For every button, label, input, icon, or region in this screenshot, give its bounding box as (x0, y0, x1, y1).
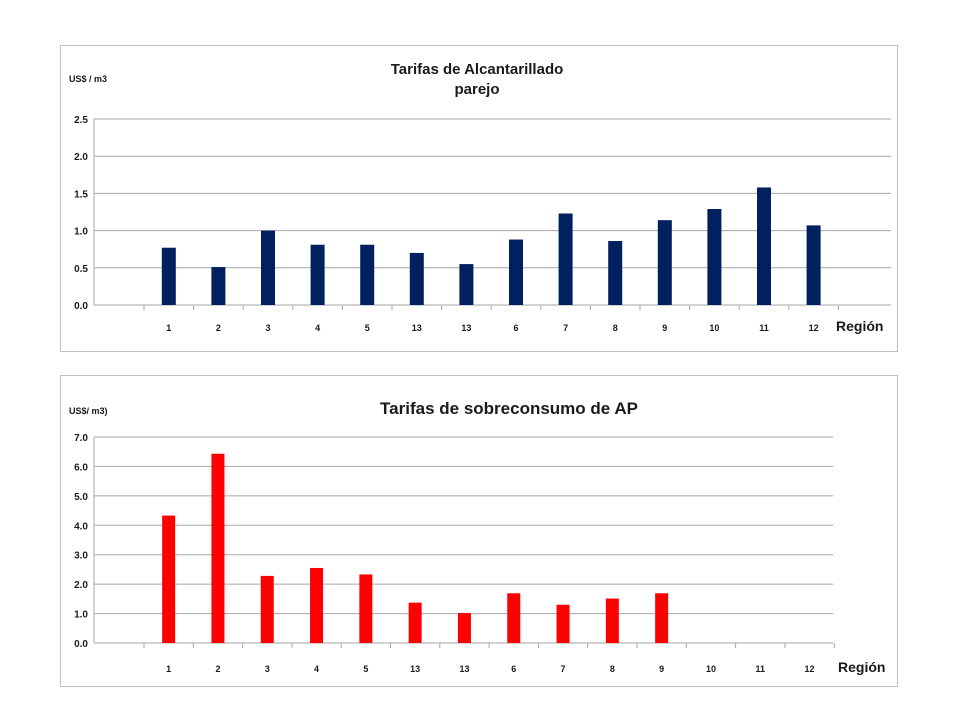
x-axis-label: Región (836, 318, 883, 334)
x-tick-label: 13 (412, 323, 422, 333)
y-tick-label: 5.0 (74, 492, 88, 503)
x-tick-label: 10 (706, 664, 716, 674)
bar-region-5-4 (360, 244, 375, 305)
bar-region-8-9 (605, 598, 619, 643)
y-tick-label: 1.5 (74, 189, 88, 200)
bar-region-13-5 (409, 252, 424, 305)
y-tick-label: 2.5 (74, 115, 88, 126)
x-tick-label: 4 (315, 323, 320, 333)
bar-region-7-8 (556, 604, 570, 643)
y-tick-label: 0.0 (74, 639, 88, 650)
x-tick-label: 6 (511, 664, 516, 674)
bar-region-13-6 (459, 264, 474, 305)
bar-region-9-10 (655, 593, 669, 643)
y-axis-unit-label: US$/ m3) (69, 406, 108, 416)
x-tick-label: 9 (662, 323, 667, 333)
bar-region-5-4 (359, 574, 373, 643)
x-tick-label: 3 (265, 323, 270, 333)
chart-title: Tarifas de sobreconsumo de AP (380, 399, 638, 418)
y-tick-label: 6.0 (74, 462, 88, 473)
bar-region-12-13 (806, 225, 821, 305)
x-tick-label: 2 (216, 323, 221, 333)
bar-region-6-7 (507, 593, 521, 643)
chart-sobreconsumo: US$/ m3) Tarifas de sobreconsumo de AP R… (69, 399, 885, 675)
x-tick-label: 11 (759, 323, 769, 333)
bar-region-1-0 (161, 247, 176, 305)
chart-title: Tarifas de Alcantarillado (391, 61, 564, 78)
bar-region-9-10 (657, 220, 672, 305)
y-tick-label: 2.0 (74, 580, 88, 591)
bar-region-6-7 (509, 239, 523, 305)
x-tick-label: 13 (459, 664, 469, 674)
x-tick-label: 1 (166, 323, 171, 333)
x-tick-label: 13 (461, 323, 471, 333)
x-tick-label: 4 (314, 664, 319, 674)
chart-panel-sobreconsumo: US$/ m3) Tarifas de sobreconsumo de AP R… (60, 375, 898, 687)
bar-region-1-0 (162, 515, 176, 643)
bar-region-7-8 (558, 213, 573, 305)
chart-panel-alcantarillado: US$ / m3 Tarifas de Alcantarillado parej… (60, 45, 898, 352)
bar-region-13-6 (457, 612, 471, 643)
bar-region-4-3 (310, 244, 325, 305)
y-tick-label: 1.0 (74, 610, 88, 621)
x-tick-label: 11 (755, 664, 765, 674)
y-tick-label: 1.0 (74, 227, 88, 238)
x-tick-label: 13 (410, 664, 420, 674)
bar-region-2-1 (211, 267, 226, 305)
x-tick-label: 8 (613, 323, 618, 333)
bar-region-3-2 (260, 575, 274, 643)
x-tick-label: 8 (610, 664, 615, 674)
x-tick-label: 12 (805, 664, 815, 674)
y-tick-label: 7.0 (74, 433, 88, 444)
bar-region-10-11 (707, 209, 722, 305)
x-tick-label: 2 (215, 664, 220, 674)
y-tick-label: 0.5 (74, 264, 88, 275)
x-axis-label: Región (838, 659, 885, 675)
x-tick-label: 7 (563, 323, 568, 333)
bar-region-8-9 (608, 241, 623, 305)
bar-region-2-1 (211, 453, 225, 643)
bar-region-11-12 (757, 187, 771, 305)
x-tick-label: 7 (561, 664, 566, 674)
x-tick-label: 1 (166, 664, 171, 674)
bar-region-4-3 (310, 567, 324, 643)
bar-region-3-2 (261, 230, 275, 305)
x-tick-label: 5 (365, 323, 370, 333)
y-axis-unit-label: US$ / m3 (69, 74, 107, 84)
x-tick-label: 12 (809, 323, 819, 333)
y-tick-label: 3.0 (74, 551, 88, 562)
y-tick-label: 4.0 (74, 521, 88, 532)
x-tick-label: 9 (659, 664, 664, 674)
chart-subtitle: parejo (454, 81, 499, 98)
chart-alcantarillado: US$ / m3 Tarifas de Alcantarillado parej… (69, 61, 891, 334)
y-tick-label: 2.0 (74, 152, 88, 163)
bar-region-13-5 (408, 602, 422, 643)
x-tick-label: 6 (513, 323, 518, 333)
x-tick-label: 5 (363, 664, 368, 674)
x-tick-label: 3 (265, 664, 270, 674)
x-tick-label: 10 (709, 323, 719, 333)
y-tick-label: 0.0 (74, 301, 88, 312)
